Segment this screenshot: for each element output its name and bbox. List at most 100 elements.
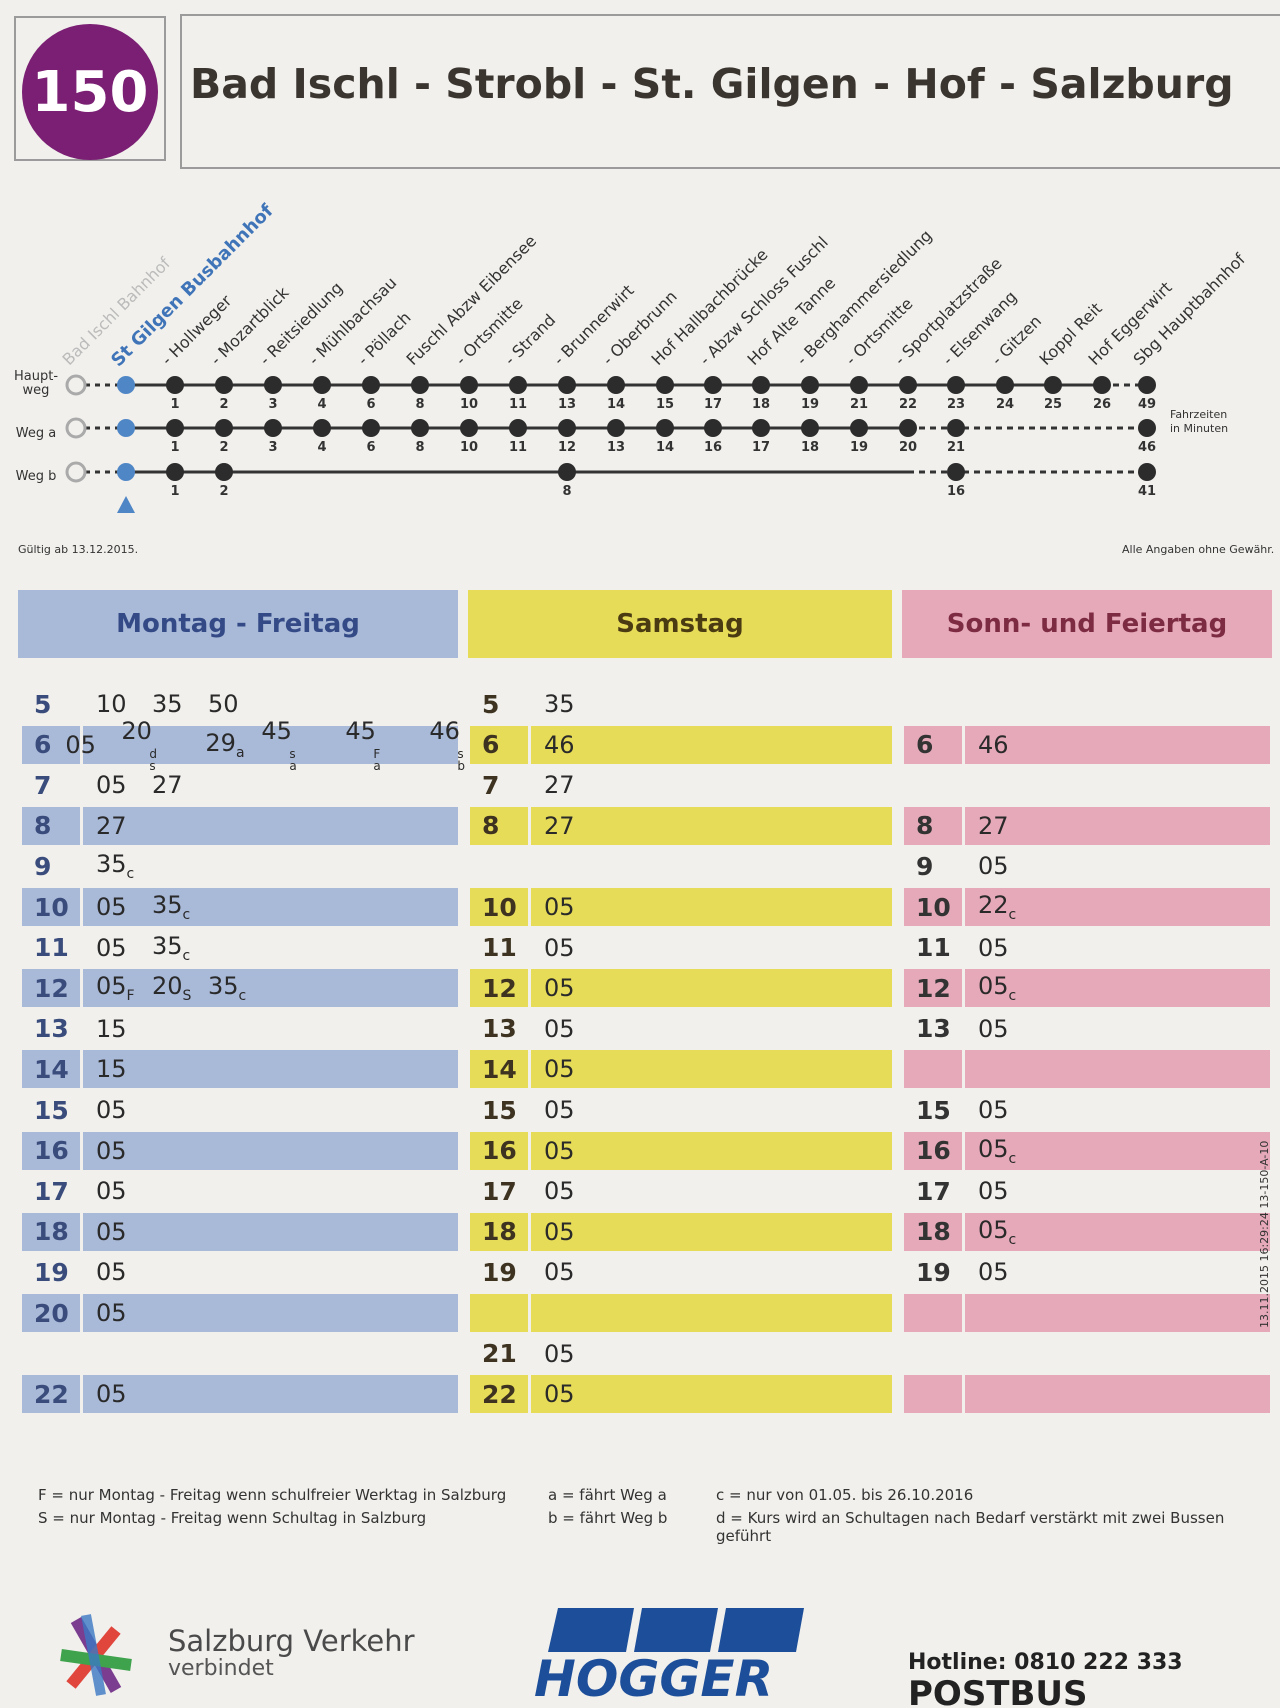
band-separator — [962, 1294, 965, 1332]
weg-a-minute-label: 13 — [606, 440, 626, 455]
weg-a-stop-dot — [656, 419, 674, 437]
hour: 22 — [482, 1379, 517, 1409]
saturday-row: 14 05 — [470, 1050, 892, 1088]
haupt-weg-label-1: Haupt- — [14, 369, 59, 384]
band-separator — [528, 806, 531, 845]
hour: 8 — [916, 811, 934, 841]
sunday-row — [904, 1375, 1270, 1413]
footnote-b: b = fährt Weg b — [548, 1509, 668, 1527]
haupt-stop-dot — [947, 376, 965, 394]
hour: 6 — [482, 730, 500, 760]
hour: 15 — [482, 1095, 517, 1125]
weg-b-stop-dot — [166, 463, 184, 481]
departure-minute: 05 — [544, 1014, 575, 1043]
band-separator — [80, 1050, 83, 1089]
departure-minute: 35c — [96, 850, 135, 883]
saturday-row: 7 27 — [470, 766, 892, 804]
departure-minute: 50 — [208, 690, 239, 718]
sunday-row — [904, 1294, 1270, 1332]
route-badge-frame — [14, 16, 166, 161]
weg-a-stop-dot — [607, 419, 625, 437]
hour: 6 — [916, 730, 934, 760]
haupt-minute-label: 15 — [655, 397, 675, 412]
hour: 9 — [916, 851, 934, 881]
sunday-row-band — [904, 1375, 1270, 1414]
saturday-row: 8 27 — [470, 807, 892, 845]
weekday-row-band — [22, 806, 458, 845]
sunday-row: 12 05c — [904, 969, 1270, 1007]
hour: 19 — [482, 1257, 517, 1287]
haupt-stop-dot — [656, 376, 674, 394]
weg-a-minute-label: 1 — [170, 440, 180, 455]
departure-minute: 05 — [96, 892, 127, 921]
hour: 11 — [482, 933, 517, 963]
departure-minute: 35c — [208, 972, 247, 1005]
route-lines — [65, 374, 1156, 513]
departure-minute: 05 — [96, 1217, 127, 1246]
sunday-row: 16 05c — [904, 1132, 1270, 1170]
departure-minute: 46 s b — [429, 716, 466, 773]
weg-b-stop-dot — [947, 463, 965, 481]
departure-minute: 05 — [96, 1096, 127, 1124]
band-separator — [962, 806, 965, 845]
departure-minute: 35 — [152, 690, 183, 718]
haupt-stop-dot — [558, 376, 576, 394]
hour: 13 — [482, 1014, 517, 1044]
haupt-minute-label: 11 — [508, 397, 528, 412]
departure-minute: 05 — [96, 1299, 127, 1327]
sunday-row: 6 46 — [904, 726, 1270, 764]
fahrzeiten-line-2: in Minuten — [1170, 422, 1229, 435]
haupt-minute-label: 14 — [606, 397, 626, 412]
departure-minute: 05 — [978, 1096, 1009, 1124]
sunday-row — [904, 766, 1270, 804]
sunday-row-band — [904, 725, 1270, 764]
saturday-row: 6 46 — [470, 726, 892, 764]
departure-minute: 05 — [544, 1339, 575, 1368]
band-separator — [80, 888, 83, 926]
saturday-row: 15 05 — [470, 1091, 892, 1129]
hour: 12 — [482, 973, 517, 1003]
departure-minute: 46 — [544, 730, 575, 759]
weekday-row: 5 10 35 50 — [22, 685, 458, 723]
haupt-minute-label: 8 — [415, 397, 425, 412]
sunday-row: 9 05 — [904, 847, 1270, 885]
haupt-stop-dot — [1044, 376, 1062, 394]
saturday-row: 22 05 — [470, 1375, 892, 1413]
title-frame — [180, 14, 1280, 169]
saturday-row — [470, 847, 892, 885]
departure-minute: 27 — [978, 811, 1009, 840]
weekday-row: 10 05 35c — [22, 888, 458, 926]
hour: 7 — [34, 770, 52, 800]
band-separator — [80, 1294, 83, 1332]
departure-minute: 27 — [152, 771, 183, 800]
weekday-row: 11 05 35c — [22, 929, 458, 967]
departure-minute: 46 — [978, 730, 1009, 759]
haupt-stop-dot — [264, 376, 282, 394]
departure-minute: 35c — [152, 891, 191, 923]
svv-logo-icon — [56, 1610, 136, 1700]
start-stop-dot-2 — [65, 461, 87, 483]
weg-b-stop-dot — [1138, 463, 1156, 481]
haupt-minute-label: 22 — [898, 397, 918, 412]
saturday-row-band — [470, 969, 892, 1008]
start-marker-icon — [117, 496, 135, 513]
saturday-row-band — [470, 888, 892, 926]
haupt-stop-dot — [607, 376, 625, 394]
weg-a-stop-dot — [411, 419, 429, 437]
weekday-row: 16 05 — [22, 1132, 458, 1170]
weekday-row: 19 05 — [22, 1253, 458, 1291]
haupt-minute-label: 3 — [268, 397, 278, 412]
haupt-minute-label: 19 — [800, 397, 820, 412]
weg-b-stop-dot — [215, 463, 233, 481]
departure-minute: 05 — [544, 1136, 575, 1165]
weekday-row-band — [22, 1212, 458, 1251]
weekday-row: 8 27 — [22, 807, 458, 845]
weg-a-minute-label: 17 — [751, 440, 771, 455]
weekday-row: 22 05 — [22, 1375, 458, 1413]
band-separator — [528, 888, 531, 926]
hour: 8 — [482, 811, 500, 841]
departure-minute: 05F — [96, 972, 135, 1005]
band-separator — [962, 1375, 965, 1414]
departure-minute: 35c — [152, 931, 191, 964]
weg-b-minute-label: 16 — [946, 484, 966, 499]
